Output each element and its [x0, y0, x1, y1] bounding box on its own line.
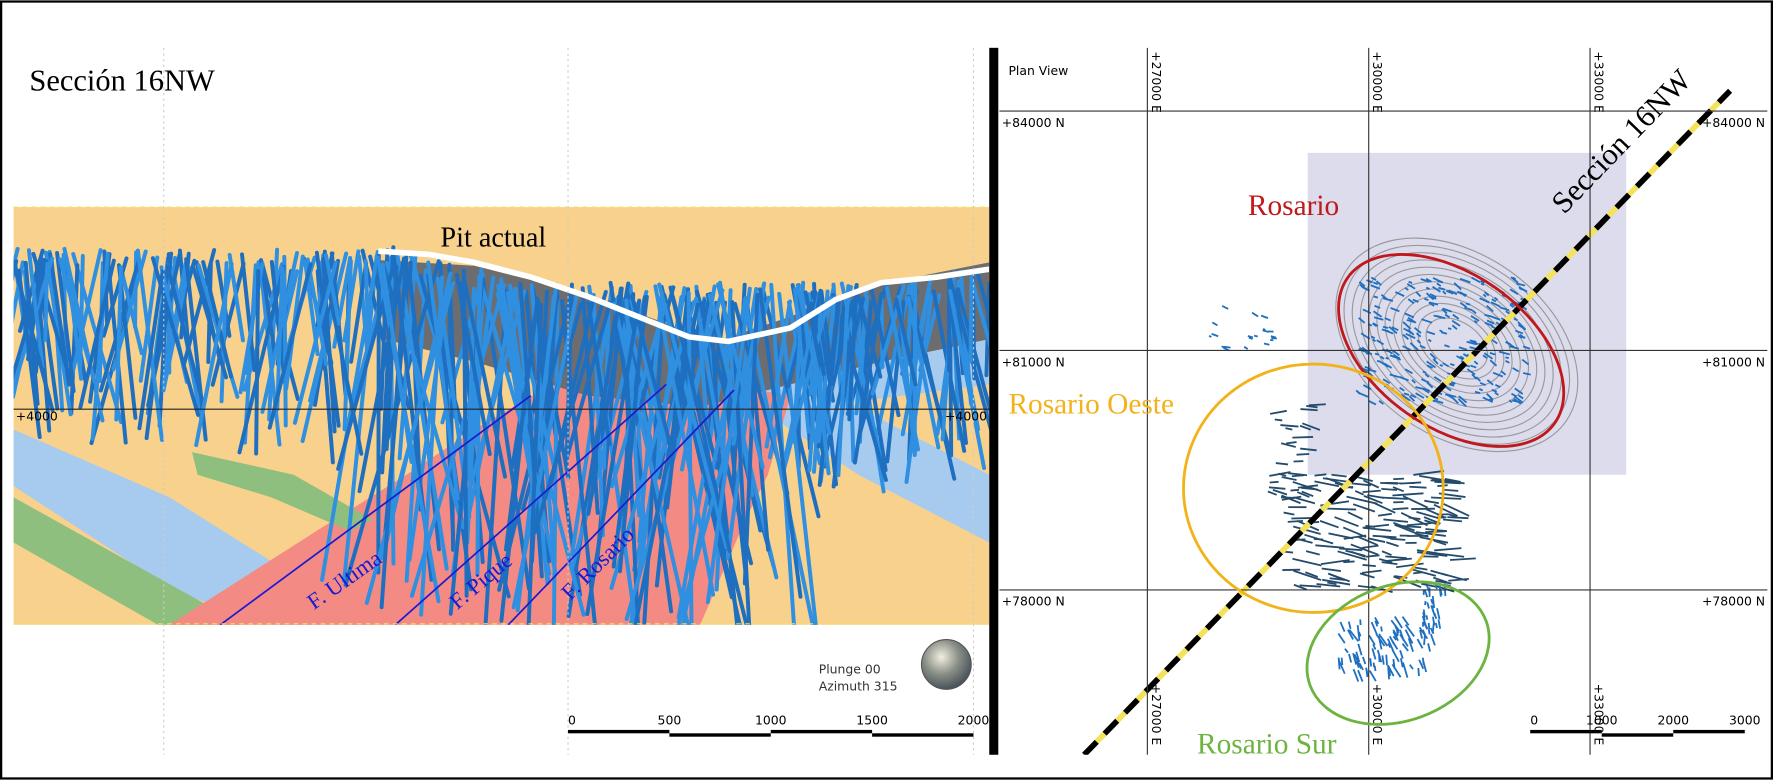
northing-label: +84000 N	[1002, 115, 1065, 130]
drill-trace	[1209, 336, 1211, 337]
drill-trace	[1450, 364, 1454, 365]
northing-label: +78000 N	[1702, 594, 1765, 609]
drill-trace	[1440, 365, 1443, 366]
drill-trace	[1429, 629, 1430, 634]
drill-trace	[1286, 442, 1296, 443]
northing-label: +81000 N	[1002, 354, 1065, 369]
drill-trace	[1254, 336, 1258, 337]
northing-label: +81000 N	[1702, 354, 1765, 369]
drill-trace	[1314, 474, 1326, 475]
drill-trace	[1275, 419, 1282, 420]
drill-trace	[1447, 517, 1468, 518]
divider	[989, 48, 998, 755]
drill-trace	[1300, 409, 1317, 410]
drill-trace	[1291, 490, 1299, 491]
view-label: Azimuth 315	[819, 678, 898, 693]
drill-trace	[1224, 347, 1230, 348]
scale-label: 1500	[856, 712, 888, 727]
easting-label: +30000 E	[1370, 684, 1385, 746]
northing-label: +78000 N	[1002, 594, 1065, 609]
drill-trace	[1393, 508, 1409, 509]
drill-trace	[1383, 327, 1388, 328]
drill-trace	[1426, 288, 1429, 289]
drill-trace	[1393, 479, 1404, 480]
drill-trace	[1374, 296, 1378, 297]
view-title: Plan View	[1008, 63, 1068, 78]
drill-trace	[1375, 354, 1379, 355]
scale-label: 3000	[1729, 712, 1761, 727]
drill-hole	[464, 271, 467, 596]
easting-label: +30000 E	[1370, 51, 1385, 113]
drill-trace	[1375, 666, 1376, 671]
drill-hole	[970, 273, 971, 361]
drill-trace	[1418, 668, 1419, 676]
drill-trace	[1413, 572, 1422, 573]
drill-trace	[1443, 490, 1459, 491]
easting-label: +27000 E	[1149, 684, 1164, 746]
scale-label: 0	[1530, 712, 1538, 727]
drill-trace	[1270, 482, 1279, 483]
drill-trace	[1342, 658, 1343, 665]
page: Sección 16NW Pit actual +4000 +4000 F. U…	[0, 0, 1773, 780]
drill-trace	[1423, 372, 1426, 373]
drill-trace	[1409, 487, 1426, 488]
drill-trace	[1309, 404, 1326, 405]
drill-trace	[1429, 623, 1430, 629]
drill-hole	[284, 257, 285, 425]
drill-trace	[1325, 508, 1356, 509]
drill-trace	[1409, 282, 1412, 283]
drill-trace	[1386, 655, 1387, 666]
drill-trace	[1296, 454, 1309, 455]
zone-label: Rosario Sur	[1197, 729, 1337, 761]
drill-trace	[1292, 437, 1313, 438]
view-label: Plunge 00	[819, 661, 881, 676]
drill-trace	[1386, 358, 1389, 359]
scale-segment	[771, 730, 872, 733]
drill-trace	[1381, 626, 1382, 631]
drill-trace	[1505, 357, 1508, 358]
northing-label: +84000 N	[1702, 115, 1765, 130]
scale-segment	[1530, 730, 1602, 733]
drill-trace	[1448, 328, 1451, 329]
easting-label: +33000 E	[1592, 51, 1607, 113]
drill-trace	[1377, 361, 1381, 362]
drill-trace	[1466, 303, 1470, 304]
drill-trace	[1300, 585, 1322, 586]
scale-segment	[1673, 730, 1745, 733]
drill-trace	[1389, 668, 1390, 676]
figure: Sección 16NW Pit actual +4000 +4000 F. U…	[0, 0, 1773, 780]
drill-hole	[80, 256, 83, 370]
drill-trace	[1481, 284, 1484, 285]
drill-trace	[1365, 526, 1375, 527]
scale-label: 2000	[958, 712, 990, 727]
scale-label: 1000	[1586, 712, 1618, 727]
drill-trace	[1425, 601, 1426, 605]
drill-trace	[1432, 605, 1433, 611]
drill-trace	[1343, 561, 1354, 562]
elevation-label: +4000	[16, 408, 58, 423]
zone-label: Rosario Oeste	[1008, 389, 1174, 421]
section-geology	[0, 207, 1013, 659]
zone-label: Rosario	[1248, 190, 1339, 222]
drill-hole	[256, 271, 258, 453]
drill-trace	[1370, 658, 1371, 666]
drill-trace	[1381, 489, 1397, 490]
scale-label: 0	[568, 712, 576, 727]
drill-trace	[1436, 623, 1437, 628]
drill-trace	[1263, 329, 1265, 330]
section-title: Sección 16NW	[29, 64, 215, 98]
drill-trace	[1427, 615, 1428, 619]
scale-segment	[568, 730, 669, 733]
scale-segment	[669, 733, 770, 736]
scale-label: 2000	[1657, 712, 1689, 727]
scale-segment	[1602, 733, 1674, 736]
orientation-sphere	[922, 640, 972, 690]
elevation-label: +4000	[945, 408, 987, 423]
easting-label: +27000 E	[1149, 51, 1164, 113]
pit-label: Pit actual	[440, 223, 546, 254]
scale-label: 1000	[755, 712, 787, 727]
scale-label: 500	[658, 712, 682, 727]
scale-segment	[872, 733, 973, 736]
drill-trace	[1424, 636, 1425, 645]
